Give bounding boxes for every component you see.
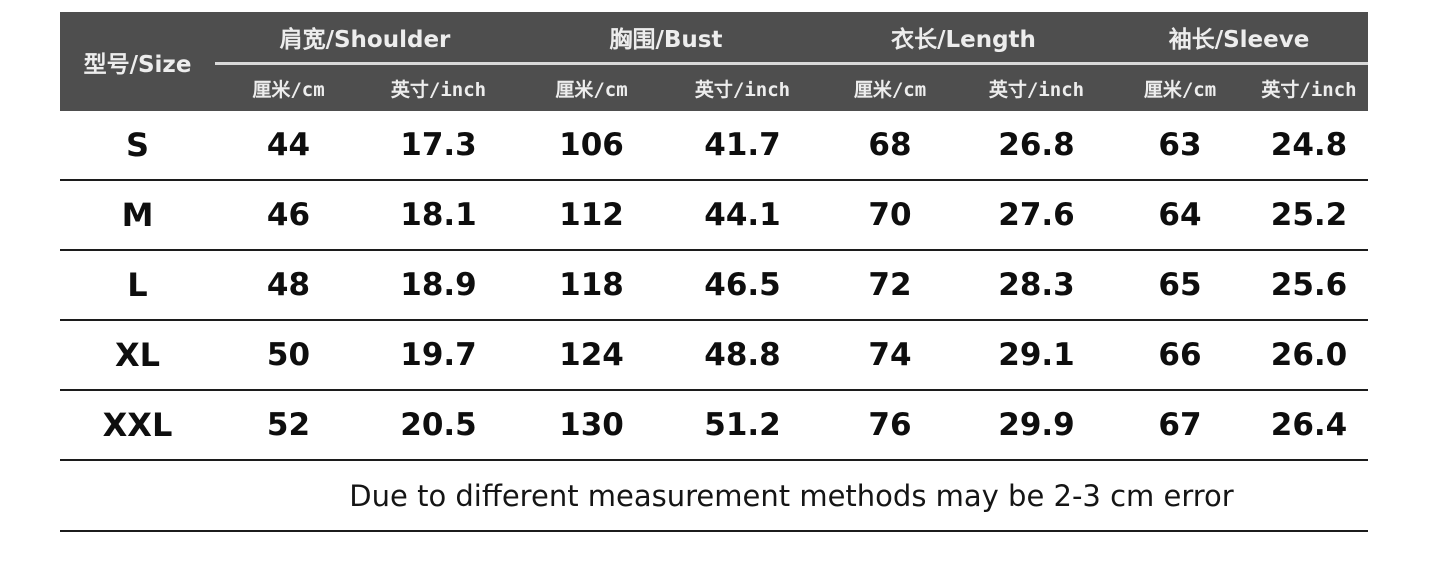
value-cell: 70	[817, 180, 963, 251]
subheader-sleeve-cm: 厘米/cm	[1110, 63, 1250, 111]
value-cell: 25.2	[1250, 180, 1369, 251]
size-label: XXL	[60, 390, 215, 461]
value-cell: 29.1	[963, 320, 1110, 391]
value-cell: 68	[817, 111, 963, 181]
value-cell: 52	[215, 390, 362, 461]
value-cell: 25.6	[1250, 250, 1369, 321]
value-cell: 28.3	[963, 250, 1110, 321]
size-label: XL	[60, 320, 215, 391]
table-row: S 44 17.3 106 41.7 68 26.8 63 24.8	[60, 111, 1369, 181]
subheader-bust-inch: 英寸/inch	[668, 63, 817, 111]
value-cell: 24.8	[1250, 111, 1369, 181]
table-row: L 48 18.9 118 46.5 72 28.3 65 25.6	[60, 250, 1369, 321]
value-cell: 44	[215, 111, 362, 181]
table-row: XXL 52 20.5 130 51.2 76 29.9 67 26.4	[60, 390, 1369, 461]
subheader-sleeve-inch: 英寸/inch	[1250, 63, 1369, 111]
value-cell: 74	[817, 320, 963, 391]
table-row: XL 50 19.7 124 48.8 74 29.1 66 26.0	[60, 320, 1369, 391]
subheader-length-inch: 英寸/inch	[963, 63, 1110, 111]
value-cell: 106	[515, 111, 668, 181]
value-cell: 112	[515, 180, 668, 251]
note-spacer	[60, 460, 215, 532]
value-cell: 46	[215, 180, 362, 251]
column-group-shoulder: 肩宽/Shoulder	[215, 12, 515, 65]
column-group-sleeve: 袖长/Sleeve	[1110, 12, 1369, 65]
size-label: M	[60, 180, 215, 251]
value-cell: 44.1	[668, 180, 817, 251]
value-cell: 46.5	[668, 250, 817, 321]
size-label: L	[60, 250, 215, 321]
value-cell: 118	[515, 250, 668, 321]
value-cell: 26.0	[1250, 320, 1369, 391]
value-cell: 130	[515, 390, 668, 461]
measurement-note: Due to different measurement methods may…	[215, 460, 1369, 532]
subheader-bust-cm: 厘米/cm	[515, 63, 668, 111]
column-header-size: 型号/Size	[60, 12, 215, 111]
value-cell: 41.7	[668, 111, 817, 181]
column-group-bust: 胸围/Bust	[515, 12, 817, 65]
value-cell: 48.8	[668, 320, 817, 391]
value-cell: 48	[215, 250, 362, 321]
value-cell: 19.7	[362, 320, 515, 391]
subheader-shoulder-cm: 厘米/cm	[215, 63, 362, 111]
column-group-length: 衣长/Length	[817, 12, 1110, 65]
value-cell: 17.3	[362, 111, 515, 181]
value-cell: 76	[817, 390, 963, 461]
value-cell: 65	[1110, 250, 1250, 321]
value-cell: 66	[1110, 320, 1250, 391]
value-cell: 26.4	[1250, 390, 1369, 461]
value-cell: 29.9	[963, 390, 1110, 461]
value-cell: 20.5	[362, 390, 515, 461]
value-cell: 72	[817, 250, 963, 321]
measurement-note-row: Due to different measurement methods may…	[60, 460, 1369, 532]
size-chart-table: 型号/Size 肩宽/Shoulder 胸围/Bust 衣长/Length 袖长…	[60, 12, 1369, 532]
value-cell: 18.1	[362, 180, 515, 251]
value-cell: 50	[215, 320, 362, 391]
table-row: M 46 18.1 112 44.1 70 27.6 64 25.2	[60, 180, 1369, 251]
value-cell: 51.2	[668, 390, 817, 461]
value-cell: 18.9	[362, 250, 515, 321]
subheader-shoulder-inch: 英寸/inch	[362, 63, 515, 111]
size-label: S	[60, 111, 215, 181]
value-cell: 124	[515, 320, 668, 391]
value-cell: 67	[1110, 390, 1250, 461]
value-cell: 63	[1110, 111, 1250, 181]
value-cell: 26.8	[963, 111, 1110, 181]
table-header: 型号/Size 肩宽/Shoulder 胸围/Bust 衣长/Length 袖长…	[60, 12, 1369, 111]
subheader-length-cm: 厘米/cm	[817, 63, 963, 111]
value-cell: 27.6	[963, 180, 1110, 251]
value-cell: 64	[1110, 180, 1250, 251]
